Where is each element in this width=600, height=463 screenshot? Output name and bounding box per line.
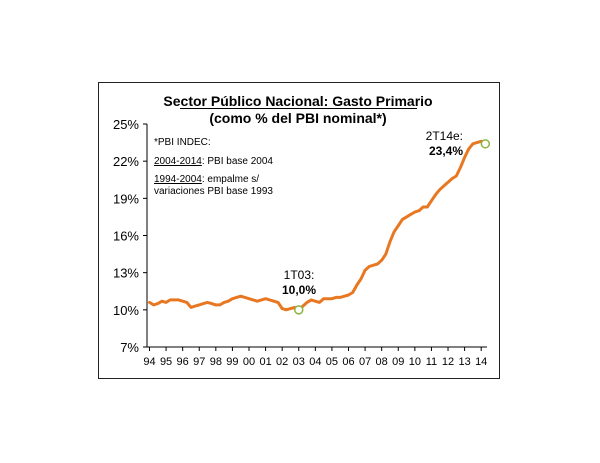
y-tick-label: 19% [113, 191, 139, 206]
highlight-marker [480, 139, 491, 149]
annotation-1t03-label: 1T03: [284, 268, 315, 282]
x-tick-label: 02 [276, 356, 288, 368]
x-tick-label: 11 [426, 356, 437, 368]
y-tick-label: 16% [113, 229, 139, 244]
x-tick-label: 95 [160, 356, 172, 368]
x-tick-label: 07 [359, 356, 371, 368]
x-tick-label: 00 [243, 356, 255, 368]
x-tick-label: 98 [210, 356, 222, 368]
line-chart: Sector Público Nacional: Gasto Primario … [113, 93, 491, 368]
x-tick-label: 05 [326, 356, 338, 368]
x-tick-label: 09 [392, 356, 404, 368]
x-tick-label: 94 [143, 356, 155, 368]
annotation-2t14e-label: 2T14e: [426, 129, 463, 143]
note-line-2: 2004-2014: PBI base 2004 [154, 156, 273, 167]
chart-subtitle: (como % del PBI nominal*) [209, 110, 386, 126]
x-tick-label: 13 [458, 356, 470, 368]
x-tick-label: 03 [293, 356, 305, 368]
x-tick-label: 08 [376, 356, 388, 368]
y-axis: 25% 22% 19% 16% 13% 10% 7% [113, 117, 148, 355]
annotation-2t14e-value: 23,4% [429, 144, 463, 158]
series-line [148, 139, 487, 312]
y-tick-label: 7% [120, 340, 139, 355]
note-line-4: variaciones PBI base 1993 [154, 186, 273, 197]
y-tick-label: 13% [113, 266, 139, 281]
x-tick-label: 14 [475, 356, 487, 368]
note-line-3: 1994-2004: empalme s/ [154, 174, 259, 185]
x-axis: 94 95 96 97 98 99 00 01 02 03 04 05 06 07 08 09 10 11 12 13… [143, 346, 487, 368]
x-tick-label: 96 [177, 356, 189, 368]
y-tick-label: 22% [113, 154, 139, 169]
chart-frame: Sector Público Nacional: Gasto Primario … [98, 82, 500, 379]
source-note: *PBI INDEC: 2004-2014: PBI base 2004 199… [154, 137, 273, 197]
x-tick-label: 01 [259, 356, 271, 368]
note-text-pbi-2004: : PBI base 2004 [202, 156, 274, 167]
x-tick-label: 97 [193, 356, 205, 368]
y-tick-label: 25% [113, 117, 139, 132]
x-tick-label: 06 [342, 356, 354, 368]
plot-area [148, 139, 491, 315]
x-tick-label: 99 [226, 356, 238, 368]
chart-title: Sector Público Nacional: Gasto Primario [163, 93, 432, 109]
note-text-empalme: : empalme s/ [202, 174, 259, 185]
y-tick-label: 10% [113, 303, 139, 318]
note-range-2004-2014: 2004-2014 [154, 156, 202, 167]
annotation-1t03-value: 10,0% [282, 283, 316, 297]
x-tick-label: 04 [309, 356, 321, 368]
note-line-1: *PBI INDEC: [154, 137, 211, 148]
highlight-marker [294, 305, 304, 315]
note-range-1994-2004: 1994-2004 [154, 174, 202, 185]
x-tick-label: 12 [442, 356, 454, 368]
x-tick-label: 10 [409, 356, 421, 368]
